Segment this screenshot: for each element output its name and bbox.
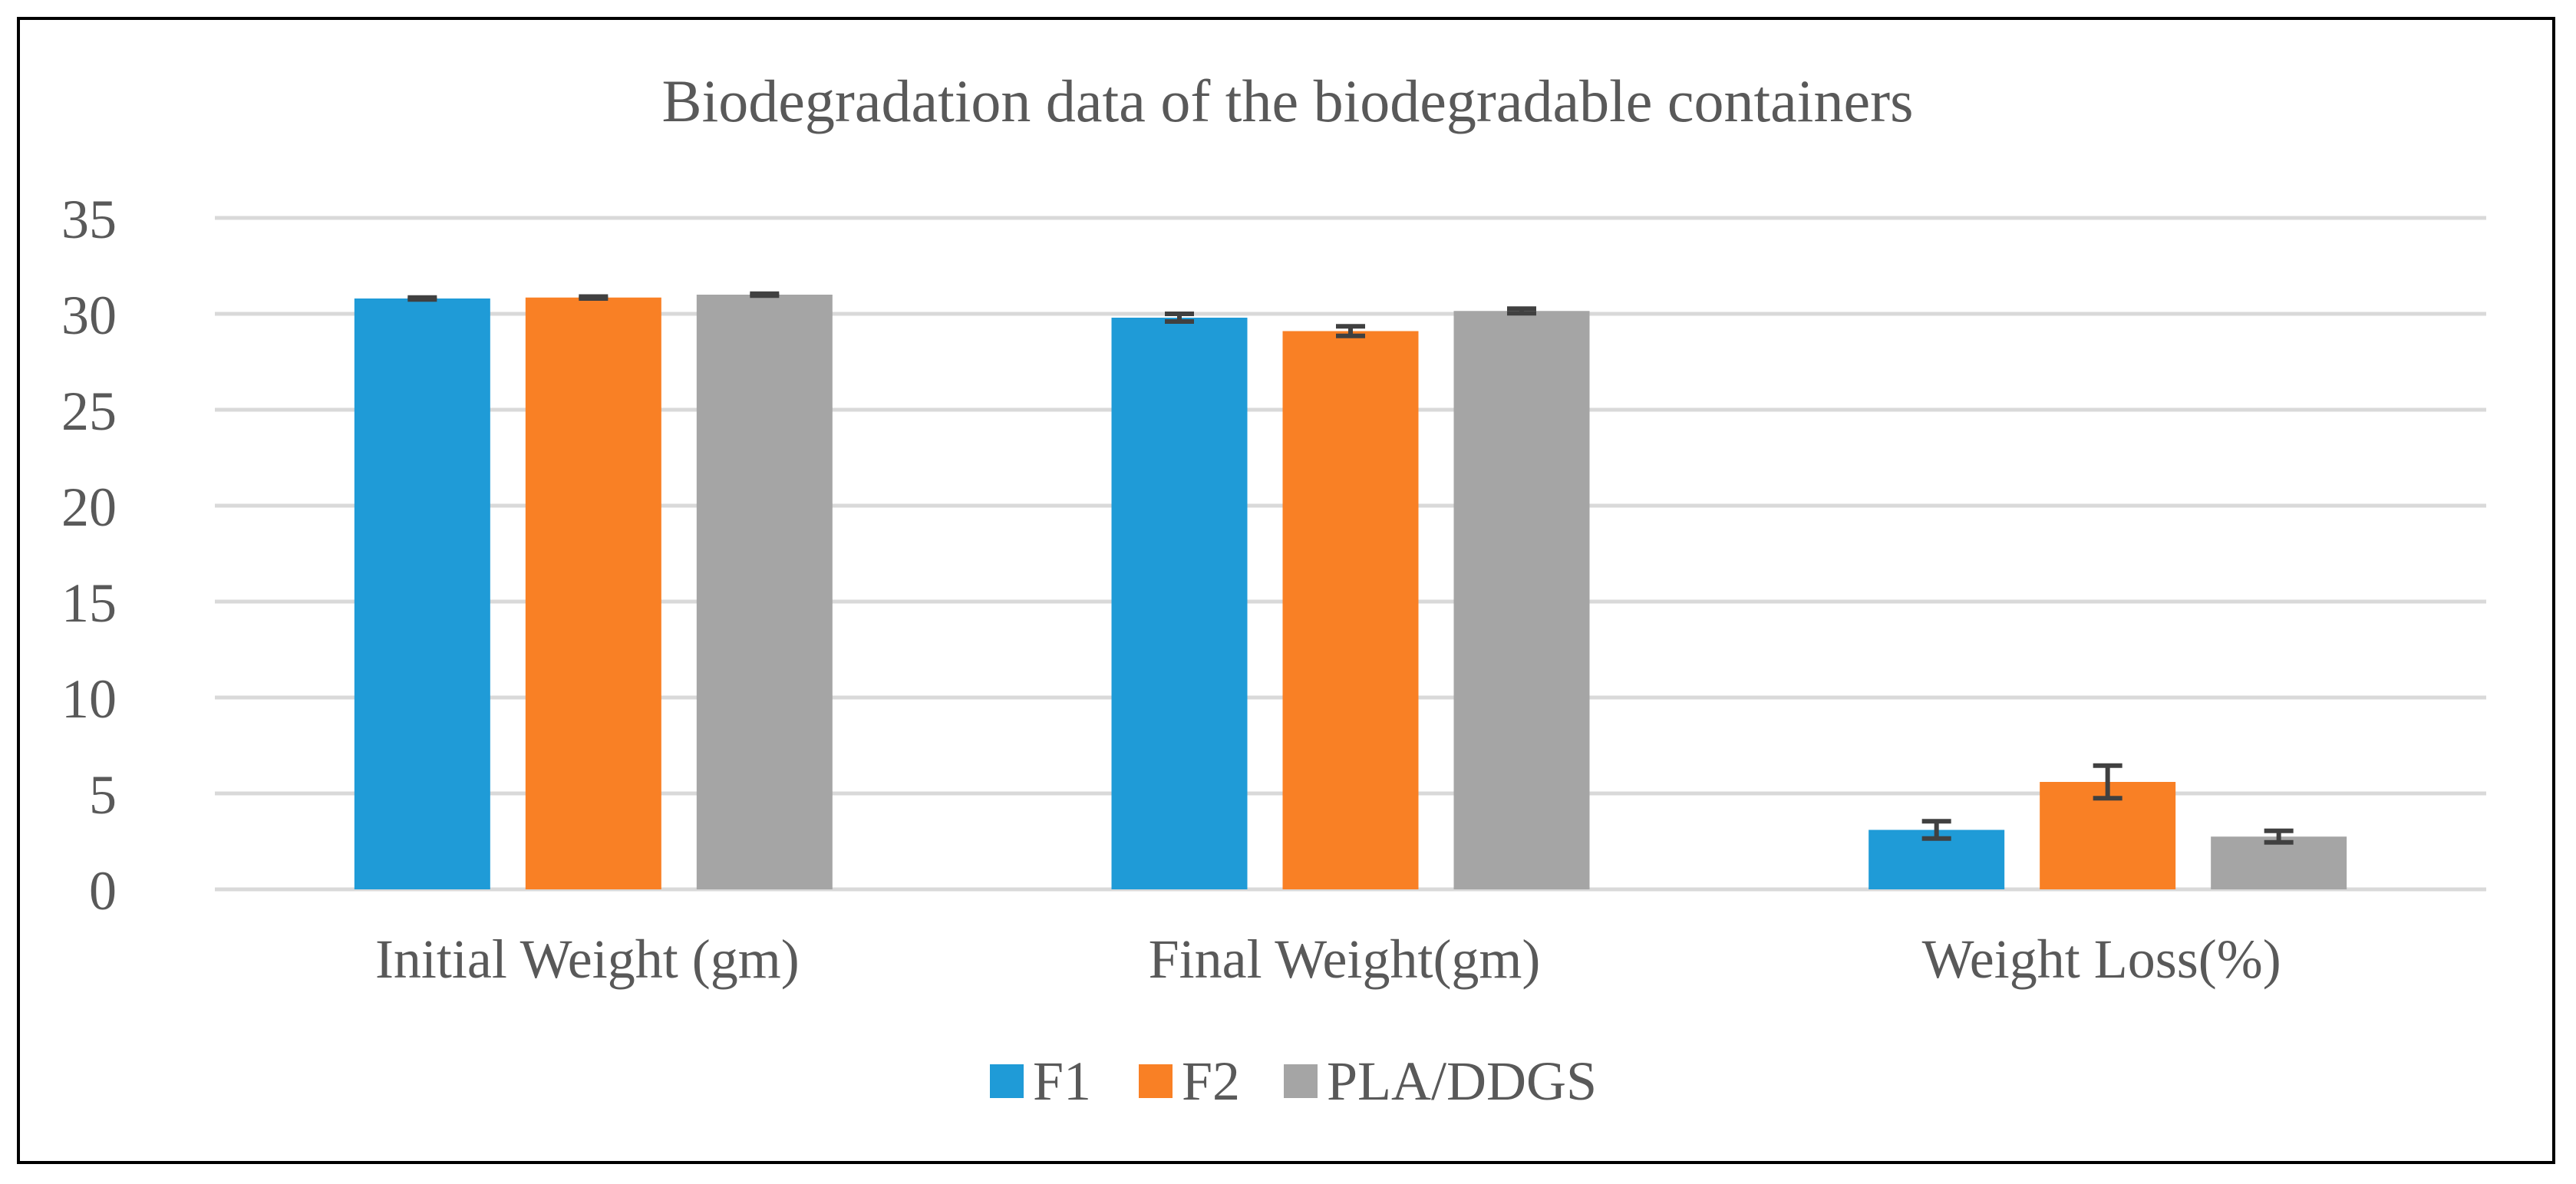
chart-title: Biodegradation data of the biodegradable… [662,68,1914,134]
y-tick-label-15: 15 [61,572,117,634]
y-tick-label-30: 30 [61,285,117,346]
legend-label-f1: F1 [1033,1050,1091,1112]
error-bar-f2-2 [2093,763,2122,801]
x-tick-label-2: Weight Loss(%) [1922,928,2281,990]
y-tick-label-25: 25 [61,381,117,442]
bar-pla-ddgs-1 [1453,311,1590,889]
bar-pla-ddgs-0 [696,295,833,889]
error-bar-f1-0 [407,295,437,302]
legend-swatch-f1 [990,1064,1024,1098]
legend-label-f2: F2 [1182,1050,1240,1112]
bar-f1-0 [354,298,490,889]
bar-f2-0 [525,297,661,889]
error-bar-pla-ddgs-0 [750,291,780,298]
x-tick-label-1: Final Weight(gm) [1149,928,1541,990]
x-tick-label-0: Initial Weight (gm) [375,928,800,990]
error-bar-f1-1 [1165,312,1194,324]
y-axis-tick-labels: 0 5 10 15 20 25 30 35 [61,189,117,922]
error-bar-pla-ddgs-1 [1507,306,1536,316]
bar-pla-ddgs-2 [2211,836,2347,889]
y-tick-label-10: 10 [61,668,117,730]
legend-label-pla-ddgs: PLA/DDGS [1327,1050,1597,1112]
error-bar-f1-2 [1921,819,1951,841]
bar-f2-1 [1282,331,1419,889]
bar-f1-1 [1111,318,1248,889]
error-bars [407,291,2294,845]
error-bar-f2-1 [1336,324,1365,338]
legend-swatch-pla-ddgs [1284,1064,1318,1098]
x-axis-tick-labels: Initial Weight (gm) Final Weight(gm) Weigh… [375,928,2281,990]
legend: F1 F2 PLA/DDGS [990,1050,1597,1112]
y-tick-label-20: 20 [61,477,117,538]
bars [354,295,2347,889]
legend-swatch-f2 [1139,1064,1173,1098]
y-tick-label-0: 0 [89,860,117,922]
y-tick-label-5: 5 [89,764,117,826]
y-tick-label-35: 35 [61,189,117,250]
error-bar-pla-ddgs-2 [2264,828,2294,845]
error-bar-f2-0 [579,294,609,301]
